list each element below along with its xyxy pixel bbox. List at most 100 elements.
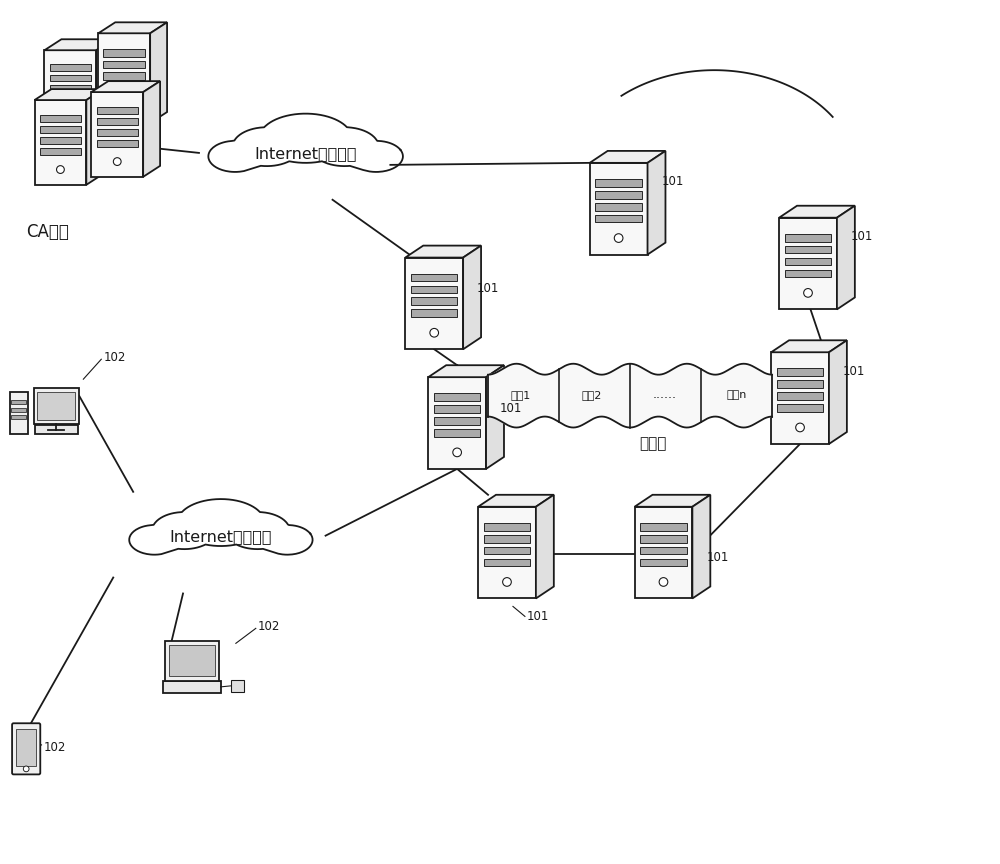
Circle shape — [659, 578, 668, 587]
Polygon shape — [777, 404, 823, 412]
Polygon shape — [10, 392, 28, 434]
Polygon shape — [35, 89, 103, 100]
Polygon shape — [208, 114, 403, 172]
Polygon shape — [35, 425, 78, 434]
Polygon shape — [777, 392, 823, 400]
Text: 101: 101 — [843, 365, 865, 378]
Polygon shape — [635, 495, 710, 507]
Polygon shape — [98, 22, 167, 34]
Polygon shape — [428, 365, 504, 378]
Text: 102: 102 — [103, 351, 126, 364]
Polygon shape — [35, 100, 86, 185]
Polygon shape — [771, 340, 847, 353]
Polygon shape — [785, 245, 831, 253]
Polygon shape — [478, 507, 536, 599]
Polygon shape — [411, 274, 457, 282]
Polygon shape — [590, 163, 648, 255]
Polygon shape — [163, 681, 221, 693]
Polygon shape — [165, 641, 219, 681]
Polygon shape — [411, 297, 457, 305]
FancyBboxPatch shape — [12, 723, 40, 774]
Polygon shape — [648, 151, 665, 255]
Polygon shape — [463, 245, 481, 349]
Text: 101: 101 — [851, 230, 873, 243]
Polygon shape — [40, 115, 81, 122]
Polygon shape — [11, 416, 26, 419]
Polygon shape — [590, 151, 665, 163]
Polygon shape — [411, 285, 457, 293]
Polygon shape — [129, 499, 313, 555]
Polygon shape — [103, 60, 145, 68]
Polygon shape — [640, 547, 687, 555]
Text: 区块链: 区块链 — [639, 436, 666, 452]
Polygon shape — [434, 405, 480, 413]
Text: Internet或局域网: Internet或局域网 — [254, 146, 357, 161]
Polygon shape — [40, 126, 81, 133]
Polygon shape — [837, 206, 855, 309]
Polygon shape — [96, 39, 113, 130]
Polygon shape — [150, 22, 167, 123]
Polygon shape — [40, 137, 81, 144]
Text: CA中心: CA中心 — [27, 223, 69, 241]
Polygon shape — [536, 495, 554, 599]
Circle shape — [614, 234, 623, 243]
Text: 区块2: 区块2 — [582, 390, 602, 400]
Polygon shape — [777, 368, 823, 376]
Polygon shape — [488, 364, 772, 428]
Polygon shape — [428, 378, 486, 469]
Polygon shape — [11, 400, 26, 404]
Circle shape — [453, 448, 461, 457]
Polygon shape — [97, 140, 138, 147]
Text: 101: 101 — [527, 610, 549, 623]
Polygon shape — [785, 234, 831, 242]
Polygon shape — [771, 353, 829, 444]
Polygon shape — [16, 729, 36, 766]
Polygon shape — [405, 257, 463, 349]
Text: 101: 101 — [661, 175, 684, 188]
Text: 区块1: 区块1 — [511, 390, 531, 400]
Polygon shape — [785, 257, 831, 265]
Text: 101: 101 — [706, 551, 729, 564]
Polygon shape — [777, 380, 823, 388]
Polygon shape — [97, 118, 138, 125]
Polygon shape — [91, 81, 160, 92]
Polygon shape — [50, 74, 91, 81]
Polygon shape — [97, 107, 138, 114]
Circle shape — [113, 158, 121, 166]
Polygon shape — [34, 388, 79, 424]
Polygon shape — [484, 547, 530, 555]
Polygon shape — [595, 203, 642, 211]
Polygon shape — [411, 309, 457, 317]
Polygon shape — [169, 645, 215, 677]
Polygon shape — [44, 50, 96, 130]
Polygon shape — [785, 270, 831, 277]
Polygon shape — [434, 393, 480, 401]
Text: 区块n: 区块n — [726, 390, 747, 400]
Circle shape — [57, 166, 64, 174]
Polygon shape — [11, 408, 26, 412]
Polygon shape — [50, 85, 91, 92]
Text: 102: 102 — [258, 619, 280, 632]
Polygon shape — [640, 523, 687, 530]
Polygon shape — [595, 191, 642, 199]
Text: 101: 101 — [500, 402, 522, 415]
Text: ......: ...... — [652, 388, 676, 401]
Polygon shape — [50, 95, 91, 102]
Polygon shape — [635, 507, 692, 599]
Polygon shape — [640, 535, 687, 543]
Polygon shape — [103, 49, 145, 57]
Polygon shape — [595, 179, 642, 187]
Polygon shape — [103, 73, 145, 80]
Polygon shape — [103, 84, 145, 92]
Polygon shape — [779, 206, 855, 218]
Circle shape — [66, 111, 74, 119]
Polygon shape — [692, 495, 710, 599]
Circle shape — [120, 103, 128, 111]
Polygon shape — [484, 535, 530, 543]
Text: Internet或局域网: Internet或局域网 — [170, 530, 272, 544]
Polygon shape — [44, 39, 113, 50]
Polygon shape — [640, 558, 687, 567]
Text: 101: 101 — [477, 282, 499, 295]
Circle shape — [23, 766, 29, 772]
Polygon shape — [98, 34, 150, 123]
